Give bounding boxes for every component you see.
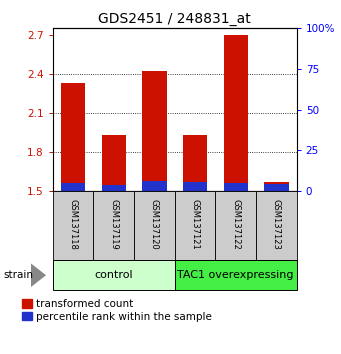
Polygon shape [31,263,46,287]
Bar [175,191,216,260]
Bar [61,183,85,191]
Bar [61,83,85,183]
Bar [183,182,207,191]
Bar [264,184,288,191]
Bar [102,135,126,185]
Text: GSM137119: GSM137119 [109,199,118,250]
Bar [183,135,207,182]
Bar [53,191,93,260]
Text: strain: strain [3,270,33,280]
Text: control: control [94,270,133,280]
Bar [264,182,288,184]
Bar [134,191,175,260]
Bar [53,260,175,290]
Bar [224,35,248,183]
Bar [256,191,297,260]
Text: GSM137121: GSM137121 [191,199,199,250]
Bar [224,183,248,191]
Bar [102,185,126,191]
Text: GSM137118: GSM137118 [69,199,78,250]
Text: GSM137122: GSM137122 [231,199,240,250]
Text: GSM137120: GSM137120 [150,199,159,250]
Legend: transformed count, percentile rank within the sample: transformed count, percentile rank withi… [22,299,212,322]
Text: GSM137123: GSM137123 [272,199,281,250]
Bar [142,181,167,191]
Bar [142,71,167,181]
Bar [216,191,256,260]
Bar [175,260,297,290]
Bar [93,191,134,260]
Title: GDS2451 / 248831_at: GDS2451 / 248831_at [99,12,251,26]
Text: TAC1 overexpressing: TAC1 overexpressing [177,270,294,280]
